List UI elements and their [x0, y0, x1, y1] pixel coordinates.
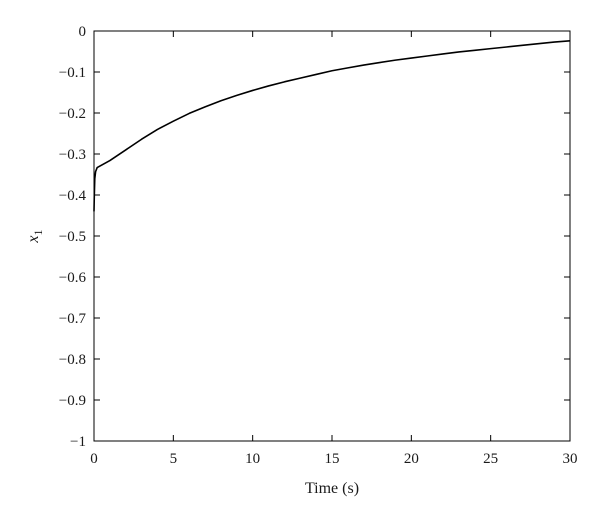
x-tick-label: 5	[170, 451, 178, 467]
y-tick-label: −1	[70, 434, 86, 450]
x-axis-ticks: 0 5 10 15 20 25 30	[90, 31, 578, 467]
y-tick-label: −0.1	[59, 65, 86, 81]
x-tick-label: 10	[245, 451, 260, 467]
y-axis-title: x1	[25, 229, 45, 243]
y-tick-label: −0.6	[59, 270, 87, 286]
y-tick-label: −0.3	[59, 147, 86, 163]
x-tick-label: 20	[404, 451, 419, 467]
y-tick-label: −0.7	[59, 311, 87, 327]
x-tick-label: 15	[325, 451, 340, 467]
x-tick-label: 25	[483, 451, 498, 467]
y-tick-label: −0.9	[59, 393, 86, 409]
y-tick-label: 0	[79, 24, 87, 40]
series-layer	[93, 40, 571, 212]
y-tick-label: −0.2	[59, 106, 86, 122]
y-tick-label: −0.8	[59, 352, 86, 368]
y-axis-title-main: x	[25, 235, 42, 243]
y-axis-title-subscript: 1	[31, 229, 45, 235]
y-axis-ticks: 0 −0.1 −0.2 −0.3 −0.4 −0.5 −0.6 −0.7 −0.8 −0.9 −1	[59, 24, 570, 450]
y-tick-label: −0.4	[59, 188, 87, 204]
x-tick-label: 0	[90, 451, 98, 467]
x-axis-title: Time (s)	[305, 480, 359, 497]
series-line-0	[93, 40, 571, 212]
x-tick-label: 30	[563, 451, 578, 467]
y-tick-label: −0.5	[59, 229, 86, 245]
plot-area	[93, 30, 571, 442]
